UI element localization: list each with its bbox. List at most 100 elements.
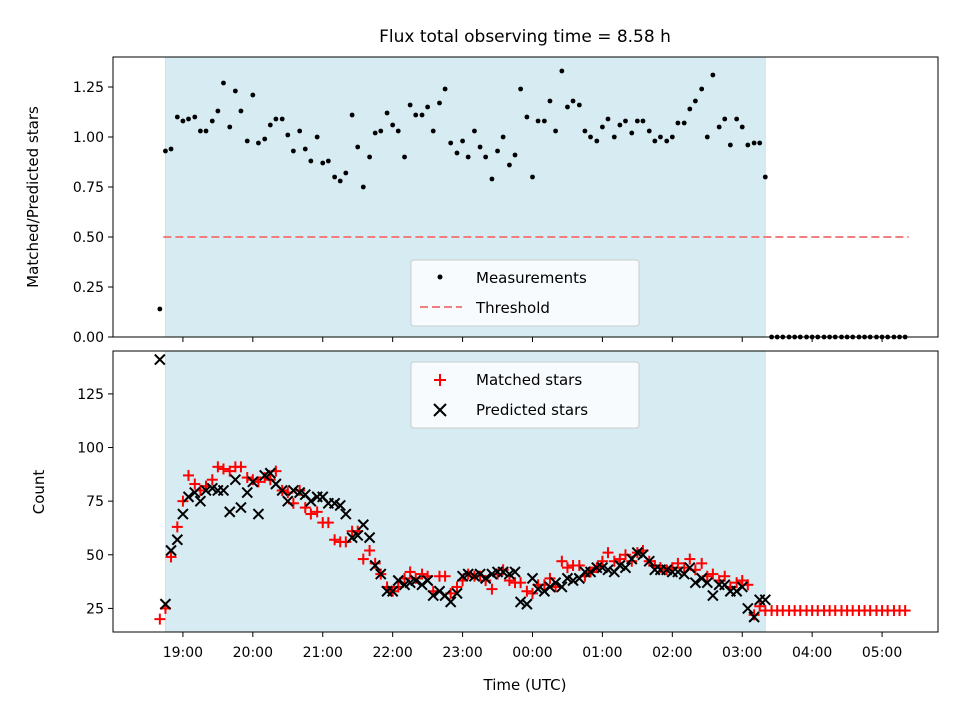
predicted-star-point <box>340 508 352 520</box>
measurement-point <box>716 124 722 130</box>
predicted-star-point <box>427 589 439 602</box>
predicted-star-point <box>386 585 399 597</box>
measurement-point <box>349 112 355 118</box>
measurement-point <box>734 116 740 122</box>
predicted-star-point <box>410 574 422 587</box>
matched-star-point <box>252 476 264 488</box>
matched-star-point <box>684 553 696 565</box>
predicted-star-point <box>509 566 521 578</box>
predicted-star-point <box>444 596 457 608</box>
predicted-stars-series <box>154 353 772 623</box>
measurement-point <box>611 134 617 140</box>
matched-star-point <box>154 613 166 625</box>
predicted-star-point <box>556 581 568 593</box>
measurement-point <box>157 306 163 312</box>
measurement-point <box>168 146 174 152</box>
y-axis-label: Count <box>30 470 48 515</box>
measurement-point <box>512 152 518 158</box>
measurement-point <box>547 98 553 104</box>
y-tick-label: 0.75 <box>73 180 104 196</box>
predicted-star-point <box>421 574 434 587</box>
measurement-point <box>367 154 372 160</box>
x-tick-label: 21:00 <box>303 645 343 661</box>
measurement-point <box>582 128 588 134</box>
measurement-point <box>192 114 198 120</box>
matched-star-point <box>451 581 463 593</box>
predicted-star-point <box>241 486 253 499</box>
measurement-point <box>290 148 296 154</box>
count-panel: 25 50 75 100 125 19:00 20:00 21:00 22:00 23:00 00… <box>30 350 939 694</box>
matched-star-point <box>521 585 533 597</box>
measurement-point <box>634 118 640 124</box>
measurement-point <box>640 118 646 124</box>
y-tick-label: 0.50 <box>73 230 104 246</box>
predicted-star-point <box>684 561 696 574</box>
predicted-star-point <box>165 544 177 557</box>
measurement-point <box>600 124 605 130</box>
measurement-point <box>664 138 670 144</box>
x-tick-label: 00:00 <box>512 645 552 661</box>
measurement-point <box>681 120 687 126</box>
x-axis-label: Time (UTC) <box>483 676 567 694</box>
measurement-point <box>267 122 273 128</box>
predicted-star-point <box>305 495 317 507</box>
measurement-point <box>687 106 693 112</box>
x-tick-label: 01:00 <box>582 645 622 661</box>
predicted-star-point <box>171 534 184 546</box>
predicted-star-point <box>224 506 236 518</box>
measurement-point <box>186 116 191 122</box>
predicted-star-point <box>479 572 492 585</box>
predicted-star-point <box>276 484 288 497</box>
measurement-point <box>535 118 541 124</box>
predicted-star-point <box>200 484 212 497</box>
measurement-point <box>343 170 349 176</box>
predicted-star-point <box>264 467 277 479</box>
matched-star-point <box>329 534 341 546</box>
measurement-point <box>320 160 326 166</box>
measurement-point <box>594 138 600 144</box>
matched-star-point <box>486 583 498 595</box>
matched-star-point <box>696 557 708 569</box>
measurement-point <box>588 134 593 140</box>
measurement-point <box>273 116 279 122</box>
matched-star-point <box>165 551 177 563</box>
plot-frame <box>112 350 939 633</box>
ratio-panel: Flux total observing time = 8.58 h 0.000… <box>24 27 939 346</box>
predicted-star-point <box>701 576 713 589</box>
measurement-point <box>524 114 530 120</box>
predicted-star-point <box>182 491 195 503</box>
y-tick-label: 1.25 <box>73 80 104 96</box>
predicted-star-point <box>526 572 539 585</box>
measurement-point <box>652 138 658 144</box>
measurement-point <box>704 134 710 140</box>
predicted-star-point <box>759 594 772 606</box>
measurement-point <box>279 116 285 122</box>
predicted-star-point <box>235 501 247 514</box>
measurement-point <box>646 128 652 134</box>
measurement-point <box>285 132 291 138</box>
matched-star-point <box>672 557 684 569</box>
measurement-point <box>623 118 628 124</box>
matched-star-point <box>707 568 719 580</box>
measurement-point <box>221 80 226 86</box>
measurement-point <box>390 122 396 128</box>
measurement-point <box>197 128 203 134</box>
matched-star-point <box>719 570 731 582</box>
x-tick-label: 20:00 <box>233 645 273 661</box>
measurement-point <box>308 158 314 164</box>
y-axis-label: Matched/Predicted stars <box>24 106 42 288</box>
predicted-star-point <box>369 559 381 572</box>
legend-box <box>410 259 640 327</box>
predicted-star-point <box>392 574 404 587</box>
predicted-star-point <box>742 602 754 615</box>
measurement-point <box>465 154 471 160</box>
matched-star-point <box>340 536 352 548</box>
legend: Matched stars Predicted stars <box>410 361 640 429</box>
measurement-point <box>605 116 611 122</box>
matched-star-point <box>206 474 218 486</box>
y-tick-label: 50 <box>86 548 104 564</box>
predicted-star-point <box>177 508 189 520</box>
matched-star-point <box>217 463 229 475</box>
predicted-star-point <box>707 589 719 602</box>
